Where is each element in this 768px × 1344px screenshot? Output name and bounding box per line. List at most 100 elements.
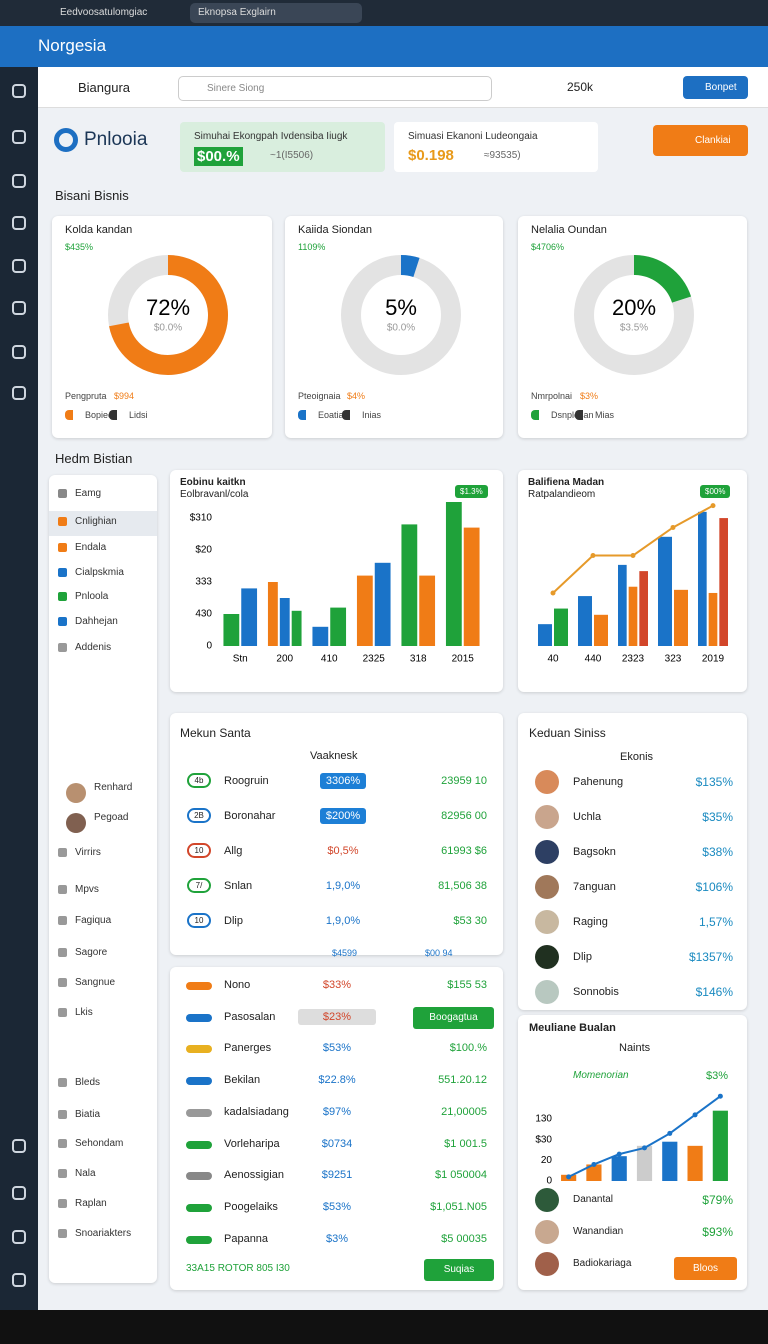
trend-point (590, 553, 596, 559)
row-name: Boronahar (224, 810, 276, 822)
trend-badge: $3% (706, 1070, 729, 1082)
brand-button[interactable]: Clankiai (653, 125, 748, 156)
list-button[interactable]: Suqias (424, 1259, 494, 1281)
sidebar-icon[interactable] (12, 1186, 26, 1200)
trend-point (550, 590, 556, 596)
menu-item[interactable]: Eamg (75, 488, 102, 499)
bar (356, 575, 373, 646)
row-amount: 23959 10 (441, 775, 487, 787)
summary-card: Simuhai Ekongpah Ivdensiba Iiugk $00.% ~1(… (180, 122, 385, 172)
menu-item[interactable]: Raplan (75, 1198, 107, 1209)
table-footer: $4599 (332, 948, 358, 958)
menu-item[interactable]: Pnloola (75, 591, 109, 602)
taskbar (0, 1310, 768, 1344)
menu-item[interactable]: Biatia (75, 1109, 101, 1120)
sidebar-icon[interactable] (12, 1273, 26, 1287)
list-pct: $97% (322, 1105, 352, 1118)
menu-item[interactable]: Cialpskmia (75, 567, 124, 578)
sidebar-icon[interactable] (12, 174, 26, 188)
person-name: Uchla (573, 811, 602, 823)
donut-card: Kaiida Siondan 1109% Pteoignaia $4% Eoatia In… (285, 216, 503, 438)
avatar (535, 1220, 559, 1244)
list-amount: $1,051.N05 (430, 1200, 487, 1213)
sidebar-icon[interactable] (12, 130, 26, 144)
sidebar-icon[interactable] (12, 345, 26, 359)
y-tick-label: 0 (206, 641, 212, 652)
menu-item[interactable]: Sehondam (75, 1138, 124, 1149)
row-icon (186, 1013, 212, 1022)
sidebar-icon[interactable] (12, 84, 26, 98)
sidebar-icon[interactable] (12, 1139, 26, 1153)
person-name: Badiokariaga (573, 1258, 632, 1269)
bar (554, 608, 568, 646)
menu-item[interactable]: Bleds (75, 1077, 101, 1088)
donut-value: 20% (612, 295, 656, 320)
person-value: $35% (702, 810, 733, 824)
sidebar-icon[interactable] (12, 259, 26, 273)
row-badge: 10 (187, 843, 211, 858)
donut-footer-value: $3% (580, 391, 599, 401)
menu-item[interactable]: Mpvs (75, 884, 99, 895)
menu-icon (58, 1169, 67, 1178)
menu-item[interactable]: Cnlighian (75, 516, 117, 527)
summary-title: Simuhai Ekongpah Ivdensiba Iiugk (194, 131, 348, 142)
donut-arc (633, 255, 692, 304)
bar (223, 614, 240, 646)
bar (674, 589, 688, 646)
menu-item[interactable]: Pegoad (94, 812, 129, 823)
sidebar-icon[interactable] (12, 1230, 26, 1244)
menu-item[interactable]: Renhard (94, 782, 133, 793)
menu-icon (58, 848, 67, 857)
menu-icon (66, 783, 86, 803)
row-amount: 82956 00 (441, 810, 487, 822)
bar (698, 511, 707, 646)
table-title: Mekun Santa (180, 726, 251, 740)
row-amount: 81,506 38 (438, 880, 487, 892)
chart-title: Balifiena Madan (528, 477, 605, 488)
menu-item[interactable]: Sangnue (75, 977, 116, 988)
y-tick-label: $30 (535, 1134, 552, 1145)
donut-arc (109, 255, 228, 375)
menu-item[interactable]: Sagore (75, 947, 108, 958)
bar (639, 571, 648, 646)
menu-item[interactable]: Virrirs (75, 847, 101, 858)
bar (578, 596, 592, 646)
bar (586, 1164, 602, 1181)
trend-button[interactable]: Bloos (674, 1257, 737, 1280)
donut-footer: Pteoignaia (298, 391, 341, 401)
page-title: Biangura (78, 80, 131, 95)
menu-item[interactable]: Fagiqua (75, 915, 112, 926)
bar (267, 582, 278, 646)
avatar (535, 1188, 559, 1212)
x-tick-label: 2019 (702, 654, 725, 665)
menu-item[interactable]: Nala (75, 1168, 96, 1179)
menu-item[interactable]: Endala (75, 542, 107, 553)
menu-icon (58, 543, 67, 552)
person-value: $146% (695, 985, 733, 999)
summary-value: $00.% (194, 147, 243, 166)
list-button[interactable]: Boogagtua (413, 1006, 494, 1029)
list-amount: $5 00035 (441, 1232, 487, 1245)
sidebar-icon[interactable] (12, 216, 26, 230)
top-button[interactable]: Bonpet (683, 76, 748, 99)
trend-point (667, 1130, 673, 1136)
browser-tab[interactable]: Eknopsa Exglairn (190, 3, 362, 23)
x-tick-label: Stn (233, 654, 248, 665)
row-icon (186, 1077, 212, 1086)
row-badge: 7/ (187, 878, 211, 893)
search-box[interactable]: Sinere Siong (178, 76, 492, 101)
donut-value: 5% (385, 295, 417, 320)
menu-item[interactable]: Snoariakters (75, 1228, 132, 1239)
person-name: Danantal (573, 1194, 614, 1205)
menu-item[interactable]: Lkis (75, 1007, 93, 1018)
y-tick-label: 20 (541, 1155, 553, 1166)
section-title: Hedm Bistian (55, 451, 133, 466)
browser-tab[interactable]: Eedvoosatulomgiac (60, 7, 148, 18)
sidebar-icon[interactable] (12, 301, 26, 315)
sidebar-icon[interactable] (12, 386, 26, 400)
menu-item[interactable]: Dahhejan (75, 616, 118, 627)
menu-item[interactable]: Addenis (75, 642, 112, 653)
trend-point (670, 524, 676, 530)
avatar (535, 980, 559, 1004)
